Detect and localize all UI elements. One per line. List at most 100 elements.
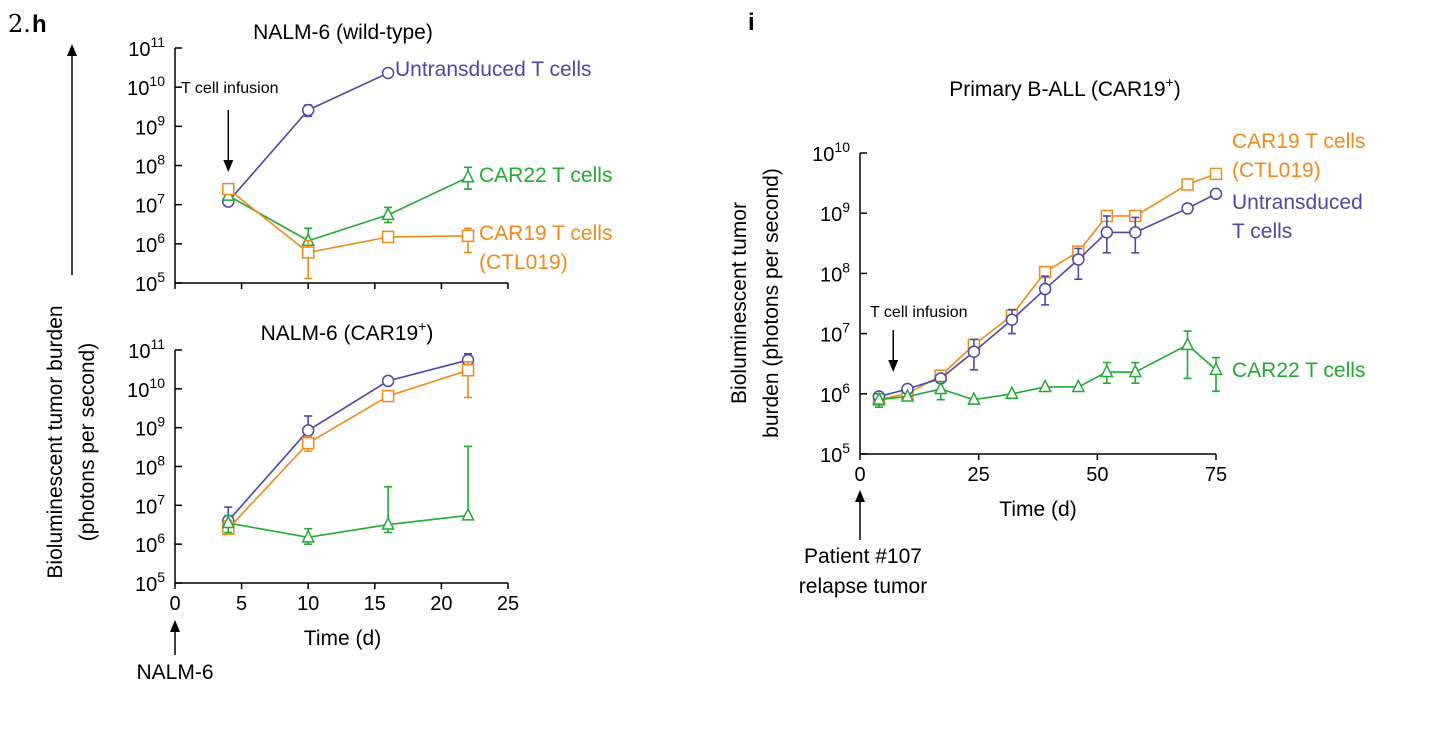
- y-tick-label: 1011: [128, 336, 165, 363]
- x-tick-label: 75: [1205, 464, 1227, 486]
- series-untransduced: [872, 187, 1223, 403]
- data-point-car22: [933, 380, 948, 395]
- annotation-arrow-head: [223, 160, 234, 172]
- data-point-car22: [967, 391, 981, 405]
- legend-label-untransduced: Untransduced T cells: [395, 58, 592, 81]
- x-tick-label: 0: [169, 593, 180, 615]
- data-point-car22: [221, 514, 235, 529]
- data-point-car22: [1071, 378, 1086, 393]
- patient-annotation-line-1: Patient #107: [804, 545, 922, 568]
- series-line-untransduced: [227, 359, 469, 522]
- series-line-car22: [227, 176, 469, 242]
- data-point-untransduced: [1038, 282, 1052, 296]
- data-point-car22: [1100, 363, 1114, 378]
- shared-ylabel: Bioluminescent tumor burden (photons per…: [44, 305, 99, 578]
- data-point-car19: [222, 182, 235, 196]
- legend-label-car19: CAR19 T cells: [1232, 130, 1365, 153]
- y-tick-label: 1010: [127, 375, 165, 402]
- x-tick-label: 15: [364, 593, 386, 615]
- data-point-untransduced: [381, 374, 395, 388]
- data-point-untransduced: [1005, 313, 1019, 326]
- data-point-car22: [1128, 363, 1143, 378]
- data-point-car19: [1181, 178, 1194, 191]
- legend-label-car19: (CTL019): [1232, 159, 1321, 182]
- data-point-car19: [1209, 167, 1223, 181]
- legend-label-car22: CAR22 T cells: [479, 164, 612, 187]
- patient-arrow-head: [855, 490, 865, 502]
- y-tick-label: 105: [820, 440, 850, 467]
- y-tick-label: 108: [820, 259, 850, 286]
- ylabel-line-2: burden (photons per second): [760, 168, 783, 438]
- y-tick-label: 109: [135, 414, 165, 441]
- data-point-car19: [301, 436, 315, 450]
- patient-annotation-line-2: relapse tumor: [799, 575, 927, 598]
- y-tick-label: 1010: [127, 73, 165, 100]
- x-tick-label: 10: [297, 593, 319, 615]
- data-point-untransduced: [301, 103, 315, 117]
- chart-title: NALM-6 (wild-type): [253, 21, 433, 44]
- data-point-car22: [1005, 385, 1019, 400]
- data-point-car22: [461, 507, 475, 521]
- data-point-untransduced: [1181, 202, 1194, 215]
- y-tick-label: 1010: [812, 139, 850, 166]
- series-line-car22: [228, 514, 469, 539]
- series-car22: [872, 330, 1223, 408]
- shared-ylabel-arrow: [67, 44, 77, 275]
- nalm6-annotation: NALM-6: [136, 661, 213, 684]
- panel-label-i: i: [748, 9, 755, 36]
- chart-title: Primary B-ALL (CAR19+): [949, 74, 1180, 101]
- annotation-arrow-head: [888, 360, 899, 372]
- data-point-car19: [461, 364, 475, 377]
- y-tick-label: 107: [135, 491, 165, 518]
- x-tick-label: 50: [1086, 464, 1108, 486]
- data-point-untransduced: [967, 345, 981, 358]
- x-axis-label: Time (d): [304, 627, 381, 650]
- data-point-car19: [461, 229, 475, 243]
- shared-ylabel-line-1: Bioluminescent tumor burden: [44, 305, 67, 578]
- data-point-car22: [1180, 336, 1195, 351]
- data-point-car19: [381, 230, 395, 244]
- y-tick-label: 106: [135, 230, 165, 257]
- series-line-untransduced: [878, 193, 1217, 398]
- data-point-car22: [1209, 361, 1223, 376]
- data-point-car22: [381, 516, 395, 530]
- data-point-untransduced: [1100, 226, 1114, 239]
- y-tick-label: 105: [135, 269, 165, 296]
- x-tick-label: 0: [854, 464, 865, 486]
- y-tick-label: 108: [135, 152, 165, 179]
- x-tick-label: 20: [430, 593, 452, 615]
- figure-prefix: 2.: [8, 10, 31, 38]
- y-tick-label: 109: [135, 112, 165, 139]
- chart-nalm6-car19: NALM-6 (CAR19+) 105 106 107 108 109 1010 1011 0 5…: [127, 318, 519, 684]
- legend-label-car22: CAR22 T cells: [1232, 359, 1365, 382]
- y-tick-label: 108: [135, 453, 165, 480]
- nalm6-arrow-head: [170, 620, 180, 632]
- series-car19: [222, 360, 475, 536]
- chart-primary-ball: Primary B-ALL (CAR19+) 105 106 107 108 109 101…: [728, 74, 1365, 598]
- legend-label-untransduced: Untransduced: [1232, 191, 1363, 214]
- series-untransduced: [222, 66, 395, 208]
- data-point-untransduced: [1072, 253, 1085, 266]
- y-tick-label: 105: [135, 569, 165, 596]
- annotation-text: T cell infusion: [870, 304, 968, 321]
- series-line-car19: [227, 188, 469, 254]
- x-tick-label: 5: [236, 593, 247, 615]
- series-car22: [221, 445, 475, 545]
- data-point-car19: [301, 246, 315, 259]
- data-point-car22: [381, 206, 395, 221]
- series-car19: [222, 182, 475, 280]
- shared-ylabel-line-2: (photons per second): [76, 343, 99, 541]
- x-axis-label: Time (d): [999, 498, 1076, 521]
- data-point-untransduced: [1209, 187, 1223, 201]
- data-point-car22: [900, 388, 915, 402]
- annotation-text: T cell infusion: [181, 80, 279, 97]
- data-point-car22: [301, 529, 315, 543]
- legend-label-untransduced: T cells: [1232, 220, 1292, 243]
- data-point-untransduced: [1129, 226, 1142, 239]
- y-tick-label: 107: [135, 191, 165, 218]
- x-tick-label: 25: [968, 464, 990, 486]
- data-point-car22: [872, 391, 886, 405]
- y-tick-label: 109: [820, 199, 850, 226]
- data-point-untransduced: [301, 424, 315, 437]
